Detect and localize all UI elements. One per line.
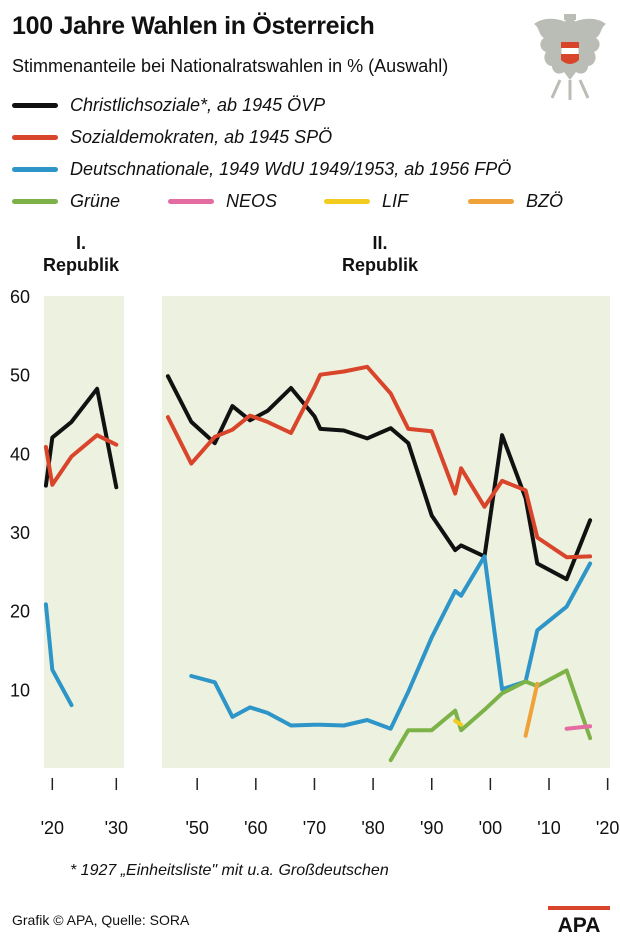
section-label-first-republic: I. Republik xyxy=(42,233,119,275)
legend-row-4: Grüne NEOS LIF BZÖ xyxy=(12,188,577,214)
legend-swatch-oevp xyxy=(12,102,58,108)
chart-panel-1: '20 '30 xyxy=(41,296,128,838)
x-tick-label: '90 xyxy=(420,818,443,838)
legend-item: Grüne xyxy=(12,191,154,212)
series-line xyxy=(388,668,593,763)
series-line xyxy=(564,724,593,731)
legend-swatch-lif xyxy=(324,198,370,204)
legend-swatch-neos xyxy=(168,198,214,204)
x-tick-label: '00 xyxy=(479,818,502,838)
chart-title: 100 Jahre Wahlen in Österreich xyxy=(12,12,375,40)
series-line xyxy=(43,433,119,487)
chart-subtitle: Stimmenanteile bei Nationalratswahlen in… xyxy=(12,56,449,76)
y-tick-label: 50 xyxy=(10,366,30,386)
legend-item: NEOS xyxy=(168,191,310,212)
y-tick-label: 30 xyxy=(10,523,30,543)
legend-swatch-spoe xyxy=(12,134,58,140)
series-line xyxy=(523,681,540,738)
legend-row-2: Sozialdemokraten, ab 1945 SPÖ xyxy=(12,124,346,150)
legend-item: Sozialdemokraten, ab 1945 SPÖ xyxy=(12,127,332,148)
legend-row-1: Christlichsoziale*, ab 1945 ÖVP xyxy=(12,92,339,118)
footnote: * 1927 „Einheitsliste" mit u.a. Großdeut… xyxy=(70,862,389,879)
apa-logo: APA xyxy=(548,906,610,934)
x-tick-label: '50 xyxy=(185,818,208,838)
x-tick-label: '80 xyxy=(361,818,384,838)
x-tick-label: '60 xyxy=(244,818,267,838)
legend-label: Christlichsoziale*, ab 1945 ÖVP xyxy=(70,94,326,115)
y-tick-label: 10 xyxy=(10,680,30,700)
legend-swatch-bzoe xyxy=(468,198,514,204)
plot-background xyxy=(162,296,610,768)
legend-label: Grüne xyxy=(70,190,121,211)
series-line xyxy=(453,718,464,727)
legend-item: LIF xyxy=(324,191,454,212)
x-tick-label: '10 xyxy=(537,818,560,838)
x-tick-label: '70 xyxy=(303,818,326,838)
legend-row-3: Deutschnationale, 1949 WdU 1949/1953, ab… xyxy=(12,156,525,182)
plot-background xyxy=(44,296,124,768)
y-tick-label: 60 xyxy=(10,287,30,307)
x-tick-label: '20 xyxy=(596,818,619,838)
y-tick-label: 20 xyxy=(10,602,30,622)
source-credit: Grafik © APA, Quelle: SORA xyxy=(12,912,190,928)
x-tick-label: '20 xyxy=(41,818,64,838)
chart-panel-2: '50 '60 '70 '80 '90 '00 '10 '20 xyxy=(162,296,619,838)
legend-label: LIF xyxy=(382,190,409,211)
series-line xyxy=(43,386,119,490)
legend-label: NEOS xyxy=(226,190,278,211)
legend-item: BZÖ xyxy=(468,191,563,212)
x-tick-label: '30 xyxy=(105,818,128,838)
apa-logo-text: APA xyxy=(558,914,601,934)
legend-label: Deutschnationale, 1949 WdU 1949/1953, ab… xyxy=(70,158,512,179)
austrian-eagle-emblem xyxy=(534,14,606,100)
legend-label: Sozialdemokraten, ab 1945 SPÖ xyxy=(70,126,333,147)
series-line xyxy=(43,602,74,708)
legend-item: Christlichsoziale*, ab 1945 ÖVP xyxy=(12,95,325,116)
series-line xyxy=(165,374,593,582)
section-label-second-republic: II. Republik xyxy=(341,233,418,275)
series-line xyxy=(165,364,593,560)
legend-swatch-gruene xyxy=(12,198,58,204)
legend-label: BZÖ xyxy=(526,190,564,211)
legend-swatch-fpoe xyxy=(12,166,58,172)
legend-item: Deutschnationale, 1949 WdU 1949/1953, ab… xyxy=(12,159,511,180)
y-tick-label: 40 xyxy=(10,444,30,464)
